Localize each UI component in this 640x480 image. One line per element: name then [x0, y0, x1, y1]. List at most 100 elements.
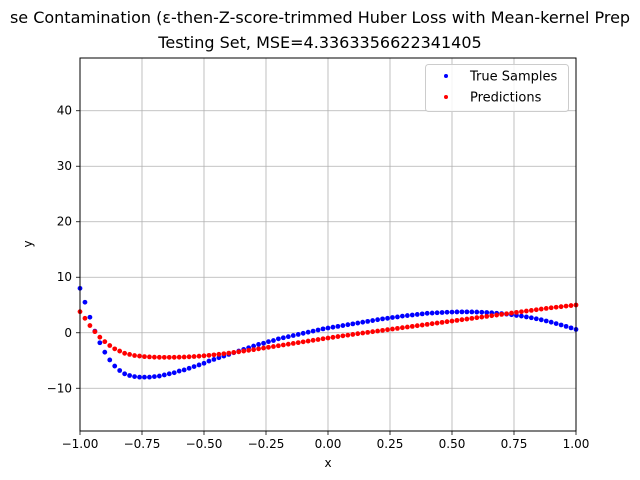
true-sample-point — [152, 374, 157, 380]
prediction-point — [320, 336, 326, 342]
y-tick-label: 0 — [64, 326, 72, 340]
prediction-point — [519, 309, 524, 315]
prediction-point — [330, 334, 336, 340]
prediction-point — [385, 327, 390, 333]
prediction-point — [92, 329, 98, 335]
true-sample-point — [147, 374, 152, 380]
prediction-point — [290, 341, 296, 346]
true-sample-point — [350, 321, 356, 327]
true-sample-point — [186, 365, 192, 371]
true-sample-point — [385, 315, 390, 321]
prediction-point — [161, 354, 167, 360]
true-sample-point — [464, 309, 470, 315]
true-sample-point — [414, 312, 420, 317]
prediction-point — [414, 323, 420, 329]
prediction-point — [395, 325, 400, 331]
true-sample-point — [266, 339, 271, 345]
prediction-point — [102, 339, 108, 345]
true-sample-point — [295, 332, 301, 337]
prediction-point — [350, 332, 356, 337]
true-sample-point — [519, 313, 524, 319]
true-sample-point — [216, 355, 222, 361]
true-sample-point — [156, 373, 162, 379]
true-sample-point — [553, 321, 559, 326]
true-sample-point — [370, 318, 376, 323]
true-sample-point — [280, 335, 286, 341]
prediction-point — [280, 342, 286, 348]
true-sample-point — [176, 368, 182, 374]
true-sample-point — [107, 357, 113, 363]
prediction-point — [543, 305, 549, 311]
prediction-point — [524, 308, 529, 314]
prediction-point — [489, 313, 495, 319]
prediction-point — [206, 352, 212, 358]
prediction-point — [380, 327, 385, 333]
chart-title-line2: Testing Set, MSE=4.3363356622341405 — [157, 33, 481, 52]
prediction-point — [271, 344, 276, 349]
true-sample-point — [330, 324, 336, 330]
true-sample-point — [538, 317, 544, 323]
true-sample-point — [548, 319, 554, 325]
prediction-point — [156, 354, 162, 360]
true-sample-point — [166, 371, 172, 377]
true-sample-point — [161, 372, 167, 378]
x-tick-label: −0.75 — [124, 437, 161, 451]
x-tick-label: −1.00 — [62, 437, 99, 451]
true-sample-point — [206, 358, 212, 364]
true-sample-point — [479, 309, 485, 315]
prediction-point — [538, 306, 544, 312]
true-sample-point — [191, 364, 197, 370]
legend-marker-predictions — [444, 95, 448, 99]
prediction-point — [548, 305, 554, 311]
prediction-point — [231, 350, 237, 355]
prediction-point — [449, 318, 455, 324]
true-sample-point — [305, 329, 311, 335]
true-sample-point — [300, 330, 306, 336]
true-sample-point — [345, 322, 351, 328]
prediction-point — [360, 330, 366, 336]
chart-title-line1: se Contamination (ε-then-Z-score-trimmed… — [10, 8, 630, 27]
true-sample-point — [102, 349, 108, 355]
true-sample-point — [360, 319, 366, 325]
prediction-point — [97, 334, 103, 340]
prediction-point — [191, 354, 197, 359]
prediction-point — [439, 319, 445, 325]
x-tick-label: 0.50 — [439, 437, 466, 451]
prediction-point — [400, 325, 405, 331]
prediction-point — [122, 350, 128, 356]
prediction-point — [256, 346, 261, 352]
prediction-point — [127, 352, 132, 357]
prediction-point — [241, 348, 247, 354]
prediction-point — [147, 354, 152, 360]
prediction-point — [226, 350, 232, 356]
prediction-point — [335, 334, 341, 339]
y-tick-label: 30 — [57, 159, 72, 173]
prediction-point — [196, 353, 202, 359]
true-sample-point — [290, 333, 296, 338]
true-sample-point — [434, 310, 440, 316]
prediction-point — [459, 317, 465, 323]
prediction-point — [404, 324, 410, 330]
prediction-point — [82, 315, 88, 321]
plot-points — [77, 285, 579, 380]
true-sample-point — [82, 299, 88, 305]
prediction-point — [370, 329, 376, 335]
prediction-point — [434, 320, 440, 326]
prediction-point — [261, 345, 266, 351]
true-sample-point — [469, 309, 475, 315]
prediction-point — [484, 313, 490, 319]
true-sample-point — [474, 309, 480, 315]
prediction-point — [211, 352, 217, 358]
prediction-point — [112, 346, 118, 352]
true-sample-point — [528, 315, 534, 321]
prediction-point — [563, 303, 569, 309]
prediction-point — [166, 354, 172, 360]
true-sample-point — [142, 374, 147, 380]
true-sample-point — [439, 310, 445, 315]
prediction-point — [533, 307, 539, 313]
true-sample-point — [335, 323, 341, 329]
true-sample-point — [181, 367, 187, 373]
prediction-point — [553, 304, 559, 310]
prediction-point — [221, 351, 227, 357]
prediction-point — [499, 311, 504, 317]
